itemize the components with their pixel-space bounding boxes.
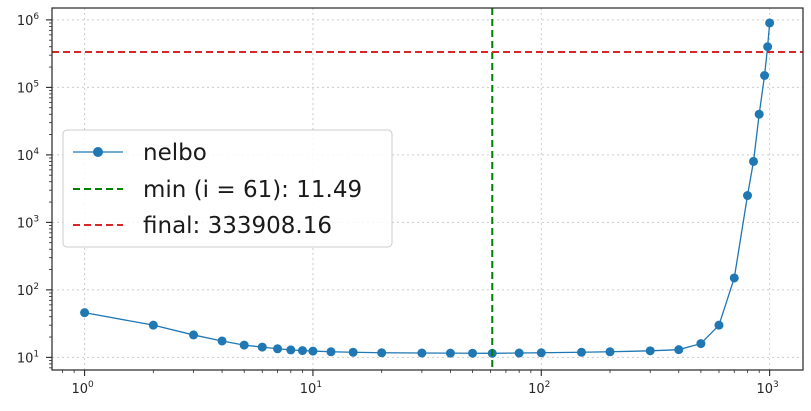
nelbo-point	[326, 347, 336, 357]
nelbo-point	[189, 330, 199, 340]
nelbo-point	[257, 342, 267, 352]
legend: nelbo min (i = 61): 11.49 final: 333908.…	[62, 129, 393, 248]
nelbo-point	[297, 346, 307, 356]
nelbo-point	[765, 18, 775, 28]
nelbo-point	[714, 320, 724, 330]
nelbo-point	[217, 336, 227, 346]
nelbo-point	[514, 348, 524, 358]
y-tick-label: 101	[17, 349, 39, 366]
nelbo-point	[536, 348, 546, 358]
nelbo-point	[417, 348, 427, 358]
x-tick-label: 101	[300, 380, 322, 397]
nelbo-point	[377, 348, 387, 358]
legend-label-nelbo: nelbo	[143, 140, 207, 166]
y-tick-label: 102	[17, 282, 39, 299]
x-tick-label: 100	[71, 380, 94, 397]
nelbo-point	[605, 347, 615, 357]
nelbo-point	[763, 42, 773, 52]
nelbo-point	[148, 320, 158, 330]
y-tick-label: 106	[17, 12, 40, 29]
y-tick-label: 105	[17, 79, 39, 96]
nelbo-point	[749, 156, 759, 166]
plot-area	[52, 8, 803, 370]
nelbo-point	[348, 347, 358, 357]
nelbo-point	[729, 273, 739, 283]
legend-nelbo-marker	[93, 147, 103, 157]
x-tick-label: 103	[756, 380, 778, 397]
nelbo-point	[286, 345, 296, 355]
nelbo-point	[308, 346, 318, 356]
y-tick-label: 104	[17, 147, 40, 164]
legend-label-min: min (i = 61): 11.49	[143, 177, 362, 203]
nelbo-point	[645, 346, 655, 356]
legend-label-final: final: 333908.16	[143, 213, 332, 239]
nelbo-point	[696, 339, 706, 349]
y-tick-label: 103	[17, 214, 39, 231]
nelbo-point	[754, 109, 764, 119]
legend-box	[62, 129, 393, 248]
nelbo-point	[743, 191, 753, 201]
nelbo-point	[80, 308, 90, 318]
nelbo-point	[445, 348, 455, 358]
nelbo-point	[468, 348, 478, 358]
nelbo-point	[239, 340, 249, 350]
nelbo-point	[576, 347, 586, 357]
nelbo-point	[760, 70, 770, 80]
x-tick-label: 102	[528, 380, 550, 397]
nelbo-point	[273, 344, 283, 354]
axes-frame	[51, 7, 804, 371]
nelbo-point	[674, 345, 684, 355]
